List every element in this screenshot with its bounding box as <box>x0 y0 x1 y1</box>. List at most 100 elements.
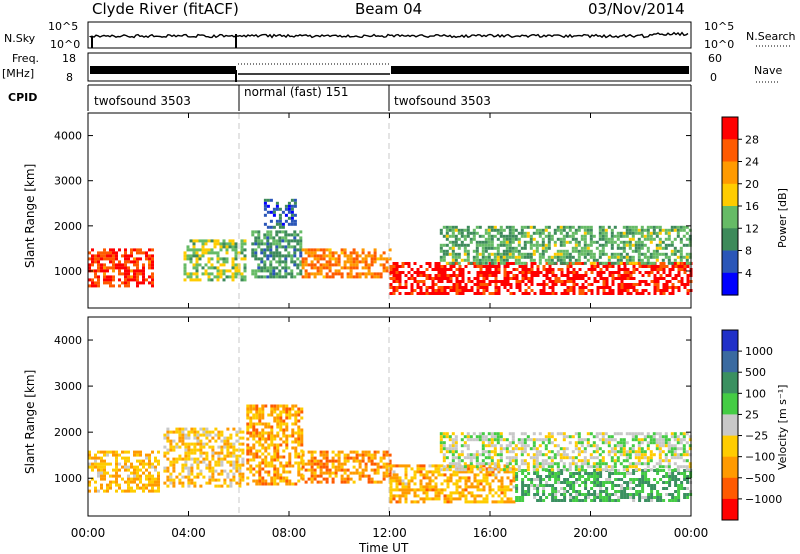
velocity-cell <box>241 430 245 434</box>
velocity-cell <box>512 485 516 489</box>
velocity-cell <box>490 459 494 463</box>
velocity-cell <box>249 404 253 408</box>
velocity-cell <box>151 474 154 478</box>
velocity-cell <box>437 467 441 471</box>
velocity-cell <box>154 483 157 487</box>
velocity-cell <box>300 431 304 435</box>
power-cell <box>392 292 396 295</box>
velocity-cell <box>367 459 371 463</box>
power-cell <box>269 233 273 237</box>
velocity-cell <box>273 449 277 453</box>
power-cell <box>460 228 464 232</box>
velocity-cell <box>665 472 669 475</box>
power-cell <box>671 289 675 292</box>
power-cell <box>343 260 347 264</box>
power-cell <box>355 275 359 279</box>
velocity-cell <box>389 464 393 468</box>
velocity-cell <box>205 451 209 455</box>
velocity-cell <box>625 456 629 460</box>
power-cell <box>407 271 411 274</box>
velocity-cell <box>613 453 617 457</box>
velocity-cell <box>349 471 353 475</box>
velocity-cell <box>208 445 212 449</box>
velocity-cell <box>599 472 603 475</box>
power-cell <box>548 268 552 271</box>
velocity-cell <box>422 488 426 492</box>
velocity-cell <box>521 499 525 502</box>
power-cell <box>649 255 653 259</box>
velocity-cell <box>610 438 614 442</box>
velocity-cell <box>319 450 323 454</box>
power-cell <box>554 292 558 295</box>
power-cell <box>520 228 524 232</box>
power-cell <box>655 231 659 235</box>
power-cell <box>463 228 467 232</box>
velocity-cell <box>187 445 191 449</box>
power-cell <box>581 274 585 277</box>
velocity-cell <box>130 462 133 466</box>
velocity-cell <box>677 499 681 502</box>
velocity-cell <box>133 489 136 493</box>
power-cell <box>243 257 247 261</box>
velocity-cell <box>524 493 528 496</box>
velocity-cell <box>476 485 480 489</box>
velocity-cell <box>389 491 393 495</box>
velocity-cell <box>634 450 638 454</box>
power-cell <box>499 234 503 238</box>
power-cell <box>664 252 668 256</box>
power-cell <box>628 237 632 241</box>
velocity-cell <box>270 458 274 462</box>
power-cell <box>325 266 329 270</box>
velocity-cell <box>139 486 142 490</box>
velocity-colorbar-swatch <box>722 330 738 352</box>
power-cell <box>494 280 498 283</box>
power-cell <box>454 255 458 259</box>
power-cell <box>88 284 91 288</box>
power-cell <box>301 266 305 270</box>
power-cell <box>488 283 492 286</box>
velocity-cell <box>632 496 636 499</box>
power-colorbar-swatch <box>722 250 738 274</box>
velocity-cell <box>220 430 224 434</box>
power-cell <box>668 280 672 283</box>
velocity-cell <box>449 479 453 483</box>
power-cell <box>548 292 552 295</box>
velocity-cell <box>511 456 515 460</box>
velocity-cell <box>566 490 570 493</box>
power-cell <box>287 254 291 258</box>
velocity-cell <box>620 490 624 493</box>
power-cell <box>560 283 564 286</box>
velocity-cell <box>476 494 480 498</box>
velocity-cell <box>481 453 485 457</box>
power-cell <box>571 261 575 265</box>
power-cell <box>505 255 509 259</box>
velocity-cell <box>475 459 479 463</box>
power-cell <box>607 258 611 262</box>
velocity-cell <box>297 431 301 435</box>
power-cell <box>503 277 507 280</box>
power-cell <box>195 272 199 276</box>
velocity-cell <box>220 433 224 437</box>
power-cell <box>562 258 566 262</box>
velocity-cell <box>631 447 635 451</box>
power-cell <box>299 269 303 273</box>
power-cell <box>670 225 674 229</box>
velocity-cell <box>211 472 215 476</box>
power-cell <box>192 263 196 267</box>
velocity-cell <box>580 438 584 442</box>
velocity-cell <box>547 462 551 466</box>
power-cell <box>410 286 414 289</box>
velocity-cell <box>473 476 477 480</box>
velocity-cell <box>686 478 690 481</box>
power-cell <box>275 222 279 226</box>
velocity-cell <box>205 481 209 485</box>
power-cell <box>551 274 555 277</box>
power-cell <box>361 251 365 255</box>
power-cell <box>665 265 669 268</box>
velocity-ylabel: Slant Range [km] <box>23 370 37 474</box>
velocity-cell <box>238 442 242 446</box>
velocity-cell <box>494 491 498 495</box>
power-cell <box>97 284 100 288</box>
velocity-cell <box>487 438 491 442</box>
velocity-cell <box>109 480 112 484</box>
